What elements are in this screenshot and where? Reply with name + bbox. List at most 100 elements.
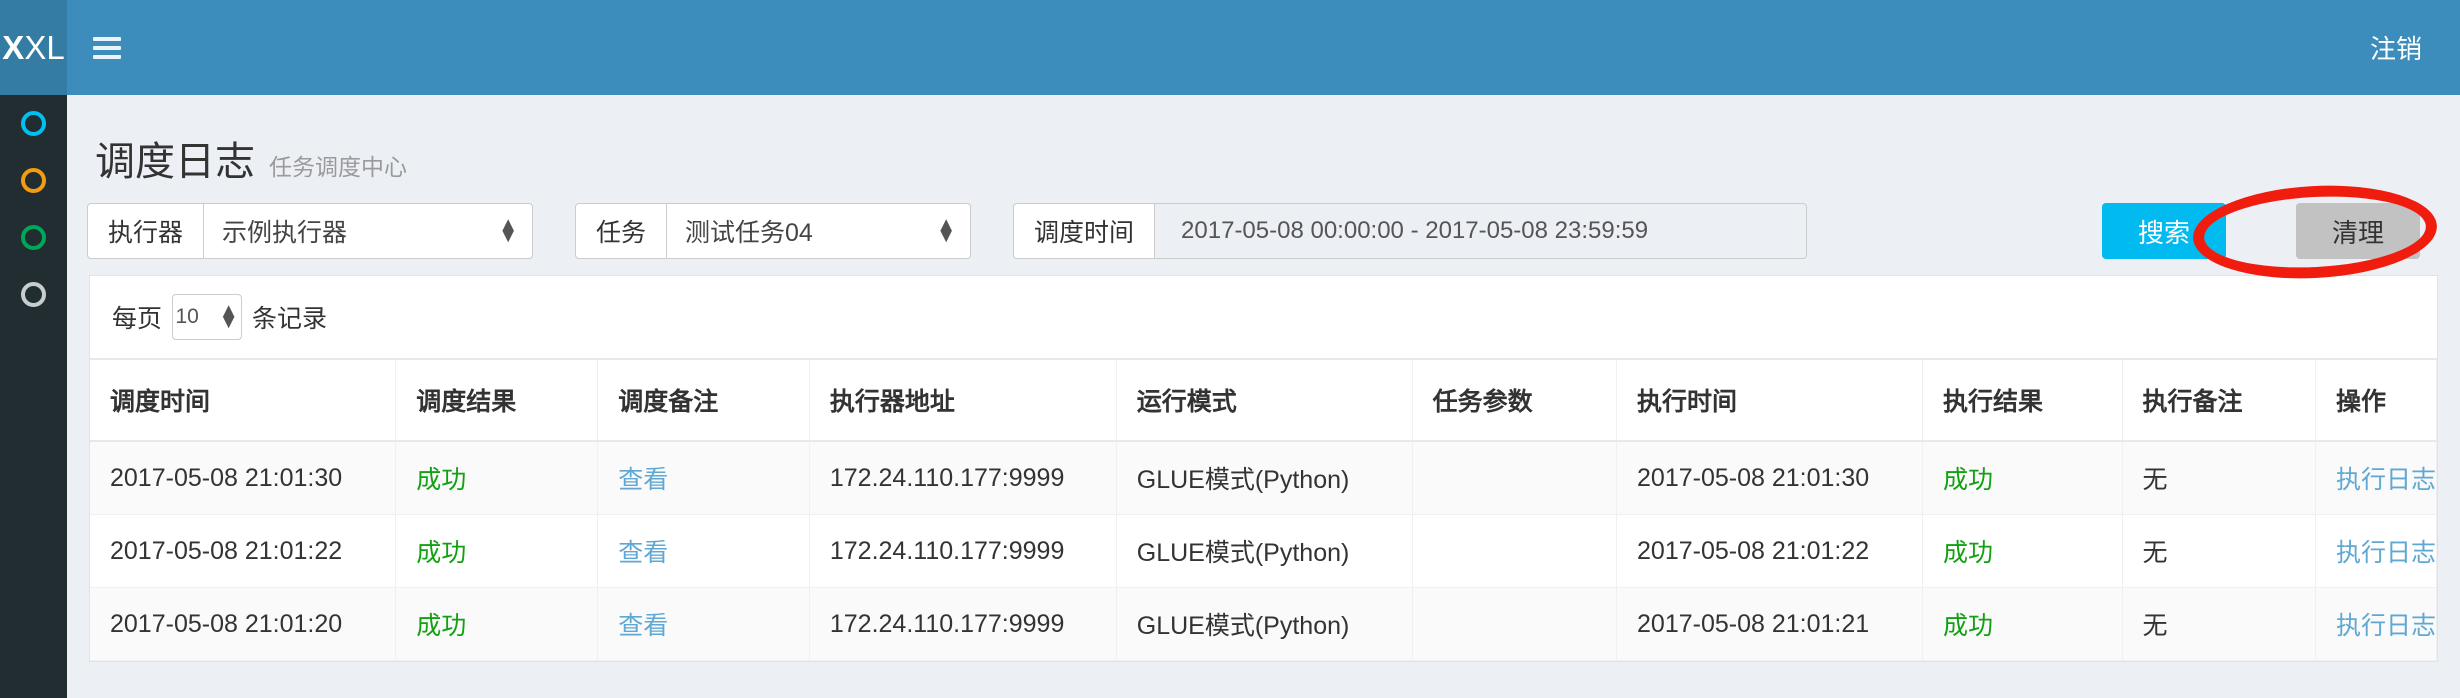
content-wrapper: 调度日志 任务调度中心 执行器 示例执行器 ▲ ▼ 任务 测试任务04 ▲ ▼ 调度: [67, 95, 2460, 698]
cell-action: 执行日志: [2315, 441, 2438, 515]
cell-execute-time: 2017-05-08 21:01:22: [1616, 514, 1924, 588]
executor-select-value: 示例执行器: [222, 219, 348, 247]
cell-run-mode: GLUE模式(Python): [1116, 514, 1413, 588]
execute-log-link[interactable]: 执行日志: [2335, 466, 2436, 494]
sidebar-item-3[interactable]: [0, 209, 67, 266]
filter-buttons: 搜索 清理: [2101, 203, 2460, 259]
page-length-prefix: 每页: [112, 305, 163, 333]
cell-execute-remark: 无: [2122, 441, 2316, 515]
app-logo[interactable]: XXL: [0, 0, 67, 95]
clear-button[interactable]: 清理: [2295, 203, 2420, 259]
cell-run-mode: GLUE模式(Python): [1116, 587, 1413, 661]
hamburger-bar-3: [93, 54, 121, 59]
cell-execute-remark: 无: [2122, 587, 2316, 661]
table-row: 2017-05-08 21:01:22 成功 查看 172.24.110.177…: [90, 514, 2438, 588]
cell-schedule-result: 成功: [395, 514, 599, 588]
logo-bold-part: X: [2, 28, 25, 66]
navbar-left: [67, 0, 121, 95]
job-select[interactable]: 测试任务04 ▲ ▼: [666, 203, 972, 259]
col-schedule-result[interactable]: 调度结果: [395, 358, 599, 442]
job-label: 任务: [575, 203, 667, 259]
time-filter-group: 调度时间 2017-05-08 00:00:00 - 2017-05-08 23…: [1013, 203, 1808, 259]
col-executor-address[interactable]: 执行器地址: [809, 358, 1117, 442]
search-button[interactable]: 搜索: [2101, 203, 2226, 259]
cell-schedule-time: 2017-05-08 21:01:30: [90, 441, 397, 515]
col-run-mode[interactable]: 运行模式: [1116, 358, 1413, 442]
logout-link[interactable]: 注销: [2369, 34, 2422, 64]
cell-job-params: [1412, 514, 1618, 588]
page-title: 调度日志: [95, 140, 255, 184]
logo-rest-part: XL: [24, 28, 65, 66]
cell-execute-result: 成功: [1922, 514, 2123, 588]
col-schedule-time[interactable]: 调度时间: [90, 358, 397, 442]
cell-executor-address: 172.24.110.177:9999: [809, 441, 1117, 515]
table-header-row: 调度时间 调度结果 调度备注 执行器地址 运行模式 任务参数 执行时间 执行结果…: [90, 358, 2438, 442]
execute-log-link[interactable]: 执行日志: [2335, 539, 2436, 567]
sidebar-item-2[interactable]: [0, 152, 67, 209]
executor-select[interactable]: 示例执行器 ▲ ▼: [203, 203, 534, 259]
circle-icon: [21, 168, 46, 193]
cell-job-params: [1412, 441, 1618, 515]
page-header: 调度日志 任务调度中心: [67, 95, 2460, 187]
circle-icon: [21, 111, 46, 136]
chevron-updown-icon: ▲ ▼: [936, 214, 957, 247]
log-table-card: 每页 10 ▲ ▼ 条记录 调度时间 调度结果 调度备注 执行器地址 运行模式 任…: [89, 275, 2438, 662]
job-filter-group: 任务 测试任务04 ▲ ▼: [575, 203, 972, 259]
schedule-time-value: 2017-05-08 00:00:00 - 2017-05-08 23:59:5…: [1181, 217, 1649, 244]
table-head: 调度时间 调度结果 调度备注 执行器地址 运行模式 任务参数 执行时间 执行结果…: [90, 358, 2438, 442]
cell-execute-result: 成功: [1922, 587, 2123, 661]
sidebar: [0, 95, 67, 698]
schedule-time-label: 调度时间: [1013, 203, 1155, 259]
col-action[interactable]: 操作: [2315, 358, 2438, 442]
navbar-right: 注销: [2370, 0, 2460, 95]
circle-icon: [21, 282, 46, 307]
hamburger-bar-2: [93, 45, 121, 50]
cell-schedule-remark: 查看: [597, 587, 810, 661]
circle-icon: [21, 225, 46, 250]
hamburger-icon[interactable]: [93, 32, 121, 64]
page-length-control: 每页 10 ▲ ▼ 条记录: [90, 276, 2437, 358]
page-length-select[interactable]: 10 ▲ ▼: [172, 294, 243, 340]
col-execute-time[interactable]: 执行时间: [1616, 358, 1924, 442]
cell-run-mode: GLUE模式(Python): [1116, 441, 1413, 515]
cell-executor-address: 172.24.110.177:9999: [809, 514, 1117, 588]
cell-schedule-time: 2017-05-08 21:01:20: [90, 587, 397, 661]
cell-schedule-time: 2017-05-08 21:01:22: [90, 514, 397, 588]
cell-execute-time: 2017-05-08 21:01:30: [1616, 441, 1924, 515]
cell-action: 执行日志: [2315, 514, 2438, 588]
col-execute-remark[interactable]: 执行备注: [2122, 358, 2316, 442]
cell-action: 执行日志: [2315, 587, 2438, 661]
cell-execute-result: 成功: [1922, 441, 2123, 515]
logo-text: XXL: [2, 29, 64, 67]
sidebar-item-1[interactable]: [0, 95, 67, 152]
cell-execute-time: 2017-05-08 21:01:21: [1616, 587, 1924, 661]
cell-execute-remark: 无: [2122, 514, 2316, 588]
schedule-log-table: 调度时间 调度结果 调度备注 执行器地址 运行模式 任务参数 执行时间 执行结果…: [90, 358, 2438, 661]
view-link[interactable]: 查看: [618, 612, 669, 640]
executor-label: 执行器: [87, 203, 204, 259]
cell-schedule-result: 成功: [395, 587, 599, 661]
cell-job-params: [1412, 587, 1618, 661]
cell-executor-address: 172.24.110.177:9999: [809, 587, 1117, 661]
cell-schedule-remark: 查看: [597, 441, 810, 515]
col-job-params[interactable]: 任务参数: [1412, 358, 1618, 442]
table-row: 2017-05-08 21:01:30 成功 查看 172.24.110.177…: [90, 441, 2438, 515]
chevron-updown-icon: ▲ ▼: [498, 214, 519, 247]
execute-log-link[interactable]: 执行日志: [2335, 612, 2436, 640]
view-link[interactable]: 查看: [618, 539, 669, 567]
col-execute-result[interactable]: 执行结果: [1922, 358, 2123, 442]
sidebar-item-4[interactable]: [0, 266, 67, 323]
schedule-time-input[interactable]: 2017-05-08 00:00:00 - 2017-05-08 23:59:5…: [1154, 203, 1808, 259]
table-body: 2017-05-08 21:01:30 成功 查看 172.24.110.177…: [90, 441, 2438, 661]
hamburger-bar-1: [93, 36, 121, 41]
page-subtitle: 任务调度中心: [269, 154, 407, 180]
job-select-value: 测试任务04: [685, 219, 813, 247]
top-navbar: XXL 注销: [0, 0, 2460, 95]
col-schedule-remark[interactable]: 调度备注: [597, 358, 810, 442]
cell-schedule-remark: 查看: [597, 514, 810, 588]
filter-bar: 执行器 示例执行器 ▲ ▼ 任务 测试任务04 ▲ ▼ 调度时间 2017-05-0…: [67, 187, 2460, 275]
page-length-value: 10: [175, 305, 199, 328]
view-link[interactable]: 查看: [618, 466, 669, 494]
cell-schedule-result: 成功: [395, 441, 599, 515]
